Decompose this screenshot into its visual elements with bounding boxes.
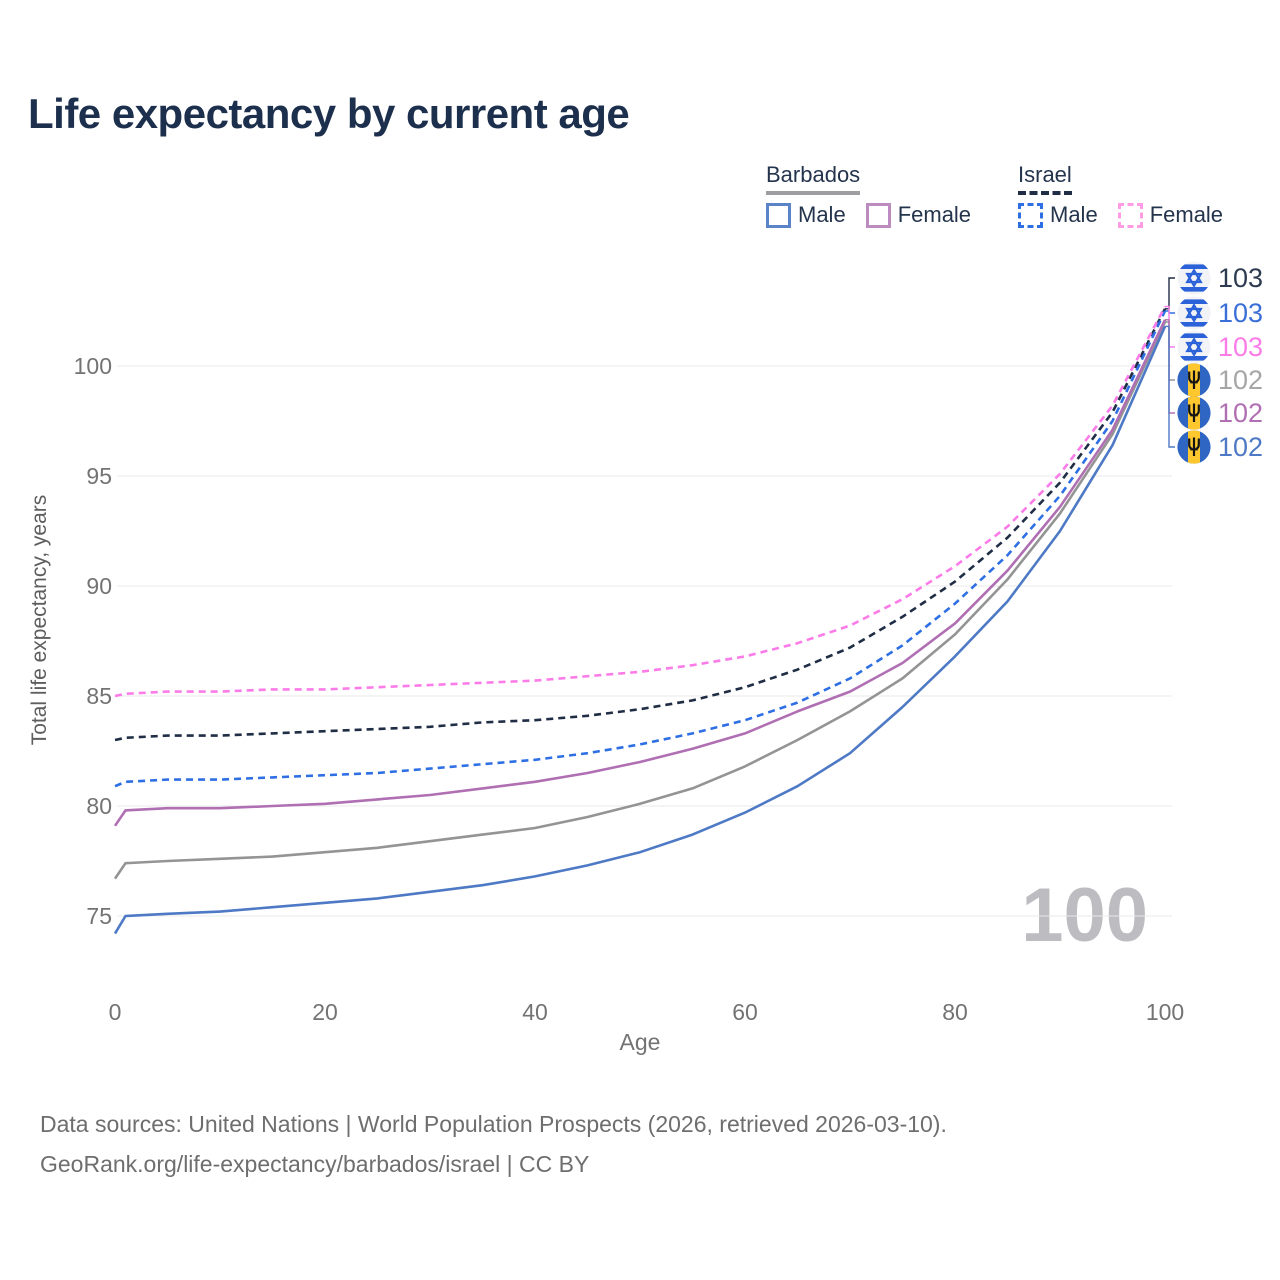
barbados-flag-icon — [1177, 396, 1211, 430]
legend-item-israel-female[interactable]: Female — [1117, 202, 1224, 228]
data-source-footer: Data sources: United Nations | World Pop… — [40, 1104, 947, 1184]
connector-il_total — [1165, 277, 1175, 310]
line-bb_female — [113, 319, 1167, 827]
end-value-label: 102 — [1218, 432, 1263, 462]
legend-group-israel: Israel Male Female — [1018, 162, 1223, 228]
x-tick: 0 — [109, 999, 122, 1025]
series-lines — [113, 305, 1167, 935]
israel-flag-icon — [1177, 261, 1211, 294]
legend-item-israel-male[interactable]: Male — [1018, 202, 1098, 228]
israel-flag-icon — [1177, 330, 1211, 363]
x-tick: 40 — [522, 999, 548, 1025]
end-value-label: 103 — [1218, 332, 1263, 362]
end-value-label: 103 — [1218, 298, 1263, 328]
connector-bb_total — [1165, 321, 1175, 381]
x-tick: 100 — [1146, 999, 1184, 1025]
barbados-male-swatch-icon — [766, 202, 791, 228]
page-title: Life expectancy by current age — [28, 90, 630, 137]
legend-label: Male — [1050, 202, 1098, 227]
line-bb_male — [113, 325, 1167, 935]
line-bb_total — [113, 321, 1167, 880]
end-label-connectors — [1165, 277, 1175, 448]
y-tick: 100 — [74, 353, 112, 379]
y-axis-tick-labels: 75 80 85 90 95 100 — [74, 353, 112, 929]
end-value-label: 102 — [1218, 398, 1263, 428]
end-value-label: 103 — [1218, 263, 1263, 293]
y-tick: 95 — [86, 463, 112, 489]
x-tick: 80 — [942, 999, 968, 1025]
gridlines — [117, 365, 1172, 917]
footer-line-url[interactable]: GeoRank.org/life-expectancy/barbados/isr… — [40, 1151, 590, 1177]
legend-item-barbados-female[interactable]: Female — [865, 202, 972, 228]
legend-country-barbados[interactable]: Barbados — [766, 162, 861, 195]
connector-bb_male — [1165, 325, 1175, 448]
x-axis-tick-labels: 0 20 40 60 80 100 — [109, 999, 1185, 1025]
barbados-flag-icon — [1177, 363, 1211, 397]
israel-male-swatch-icon — [1018, 202, 1043, 228]
x-tick: 60 — [732, 999, 758, 1025]
connector-il_male — [1165, 310, 1175, 314]
end-labels: 103 103 103 102 102 102 — [1177, 261, 1263, 464]
line-il_male — [114, 310, 1167, 788]
x-tick: 20 — [312, 999, 338, 1025]
israel-female-swatch-icon — [1117, 202, 1143, 228]
legend-label: Female — [1149, 202, 1224, 227]
israel-flag-icon — [1177, 296, 1211, 329]
y-tick: 75 — [86, 903, 112, 929]
y-tick: 85 — [86, 683, 112, 709]
y-tick: 90 — [86, 573, 112, 599]
barbados-flag-icon — [1177, 430, 1211, 464]
legend-label: Male — [798, 202, 846, 227]
barbados-female-swatch-icon — [865, 202, 891, 228]
legend-label: Female — [897, 202, 972, 227]
footer-line-sources: Data sources: United Nations | World Pop… — [40, 1111, 947, 1137]
end-value-label: 102 — [1218, 365, 1263, 395]
legend-group-barbados: Barbados Male Female — [766, 162, 971, 228]
y-tick: 80 — [86, 793, 112, 819]
y-axis-title: Total life expectancy, years — [28, 495, 51, 746]
legend-item-barbados-male[interactable]: Male — [766, 202, 846, 228]
legend-country-israel[interactable]: Israel — [1018, 162, 1072, 195]
x-axis-title: Age — [620, 1029, 661, 1055]
line-il_total — [114, 308, 1167, 742]
line-il_female — [114, 305, 1167, 698]
